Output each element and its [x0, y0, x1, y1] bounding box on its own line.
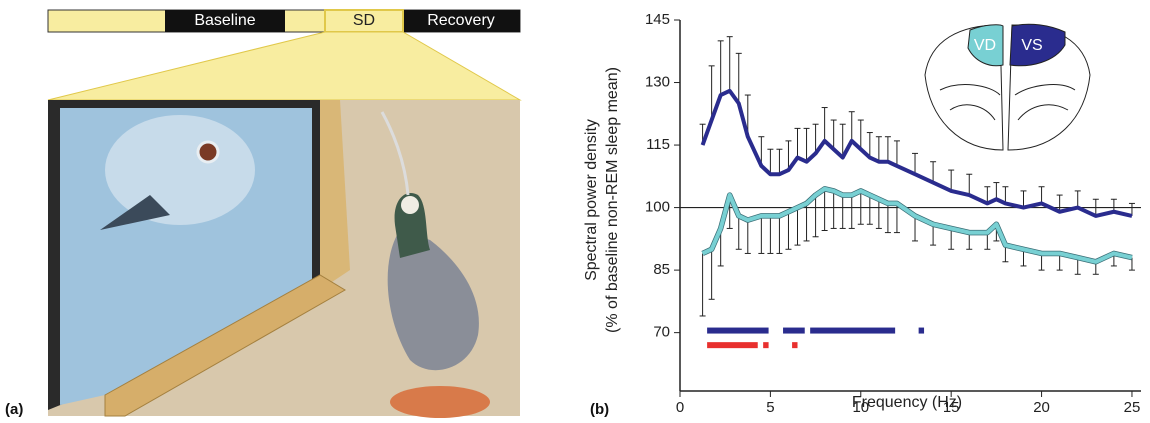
significance-bar: [792, 342, 798, 349]
frame-beam: [104, 274, 346, 417]
cable: [380, 111, 410, 196]
screen-beak: [100, 195, 170, 230]
x-tick-label: 10: [852, 399, 869, 416]
series-line: [701, 186, 1133, 264]
timeline-label: SD: [353, 12, 375, 29]
panel-a: Baseline SD Recovery (a): [5, 9, 522, 418]
y-tick-label: 70: [653, 324, 670, 341]
significance-bar: [918, 327, 925, 334]
significance-bar: [783, 327, 805, 334]
y-axis-title: (% of baseline non-REM sleep mean): [604, 67, 621, 333]
screen-eye: [196, 140, 220, 164]
panel-label: (a): [5, 401, 23, 418]
series-outline: [701, 186, 1133, 265]
brain-contours: [939, 84, 1076, 121]
significance-bar: [707, 342, 758, 349]
zoom-wedge: [47, 31, 522, 101]
significance-bar: [810, 327, 896, 334]
timeline-label: Baseline: [194, 12, 255, 29]
x-axis-title: Frequency (Hz): [852, 394, 962, 411]
y-tick-label: 145: [645, 11, 670, 28]
y-tick-label: 130: [645, 73, 670, 90]
timeline-label: Recovery: [427, 12, 495, 29]
y-tick-label: 100: [645, 199, 670, 216]
y-tick-label: 115: [646, 136, 670, 153]
significance-bar: [707, 327, 769, 334]
perch: [390, 386, 490, 418]
region-vd: [967, 24, 1004, 67]
y-axis-title: Spectral power density: [583, 119, 600, 281]
y-tick-label: 85: [653, 261, 670, 278]
brain-inset: VD VS: [924, 23, 1091, 151]
screen-bird: [105, 115, 255, 225]
x-tick-label: 20: [1033, 399, 1050, 416]
x-tick-label: 25: [1124, 399, 1141, 416]
baseline-block: [165, 10, 285, 32]
x-tick-label: 5: [766, 399, 774, 416]
frame-post: [320, 100, 350, 290]
x-tick-label: 15: [943, 399, 960, 416]
significance-bar: [763, 342, 769, 349]
panel-label: (b): [590, 401, 609, 418]
pigeon-body: [387, 230, 479, 371]
pigeon-head-device: [401, 196, 419, 214]
region-label: VS: [1021, 37, 1042, 54]
region-vs: [1009, 23, 1066, 67]
region-label: VD: [974, 37, 996, 54]
x-tick-label: 0: [676, 399, 684, 416]
series-line: [700, 88, 1133, 218]
recovery-block: [403, 10, 520, 32]
